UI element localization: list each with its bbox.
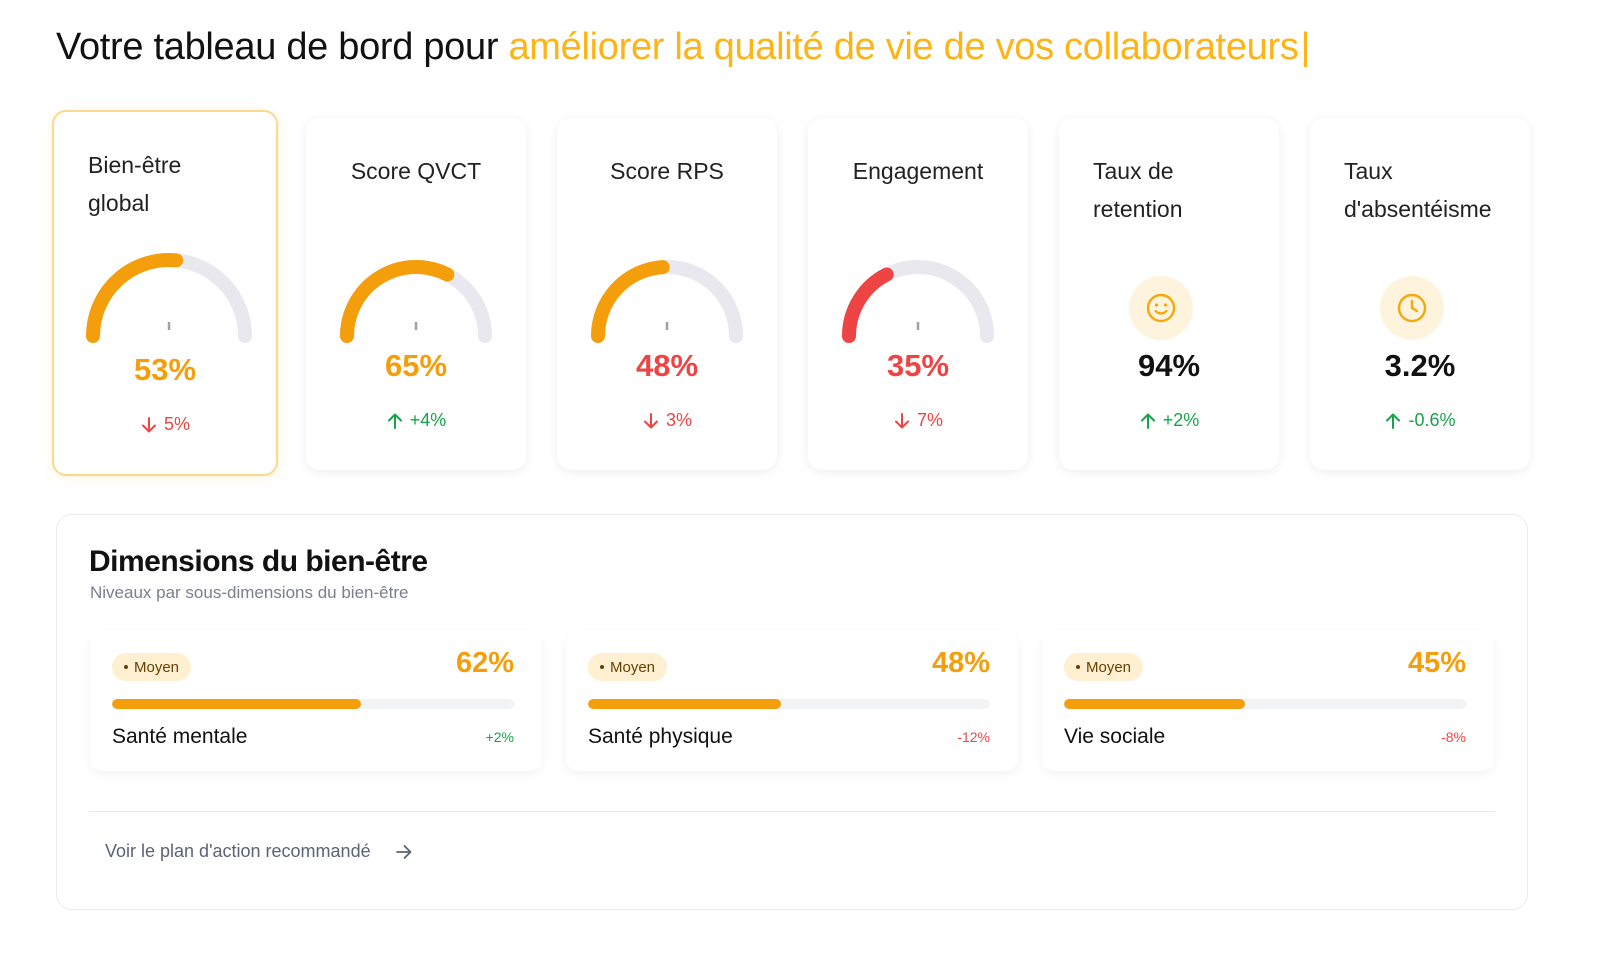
badge-dot <box>600 665 604 669</box>
progress-fill <box>112 699 362 709</box>
kpi-delta-value: +2% <box>1162 410 1200 430</box>
divider <box>89 811 1495 812</box>
progress-track <box>112 699 514 709</box>
kpi-value: 3.2% <box>1384 348 1456 383</box>
clock-icon <box>1397 293 1427 323</box>
kpi-card-engagement[interactable]: Engagement 35% 7% <box>808 118 1028 470</box>
progress-fill <box>1064 699 1245 709</box>
panel-title: Dimensions du bien-être <box>89 545 428 578</box>
dimension-percent: 62% <box>455 647 514 679</box>
arrow-up-icon <box>1386 413 1401 429</box>
kpi-title: Taux de retention <box>1093 158 1183 222</box>
gauge-fill <box>340 260 455 343</box>
gauge-chart <box>340 260 492 343</box>
kpi-delta: 5% <box>54 414 276 435</box>
dimension-card-sante-mentale[interactable]: Moyen 62% Santé mentale +2% <box>90 631 542 771</box>
level-badge: Moyen <box>112 653 192 681</box>
progress-track <box>588 699 990 709</box>
gauge-fill <box>86 253 184 343</box>
title-highlight: améliorer la qualité de vie de vos colla… <box>508 26 1299 68</box>
kpi-delta-value: 5% <box>163 414 190 434</box>
title-prefix: Votre tableau de bord pour <box>56 26 509 68</box>
kpi-delta-value: 3% <box>665 410 692 430</box>
badge-label: Moyen <box>1086 658 1132 676</box>
kpi-card-taux-retention[interactable]: Taux de retention 94% +2% <box>1059 118 1279 470</box>
kpi-card-score-qvct[interactable]: Score QVCT 65% +4% <box>306 118 526 470</box>
arrow-right-icon <box>395 844 411 859</box>
smiley-icon <box>1146 293 1176 323</box>
kpi-delta-value: -0.6% <box>1408 410 1456 430</box>
badge-dot <box>124 665 128 669</box>
arrow-up-icon <box>387 413 402 429</box>
kpi-delta: 3% <box>557 410 777 431</box>
kpi-title: Engagement <box>852 158 984 184</box>
kpi-delta: -0.6% <box>1310 410 1530 431</box>
kpi-title: Bien-être global <box>88 152 182 216</box>
arrow-down-icon <box>894 412 909 428</box>
dimension-card-sante-physique[interactable]: Moyen 48% Santé physique -12% <box>566 631 1018 771</box>
arrow-down-icon <box>643 412 658 428</box>
smiley-icon-badge <box>1129 276 1193 340</box>
typing-caret: | <box>1300 26 1311 68</box>
level-badge: Moyen <box>1064 653 1144 681</box>
kpi-delta: 7% <box>808 410 1028 431</box>
kpi-card-bien-etre[interactable]: Bien-être global 53% 5% <box>52 110 278 476</box>
gauge-chart <box>591 260 743 343</box>
dimension-trend: -12% <box>957 729 990 745</box>
dimension-label: Santé mentale <box>112 725 248 748</box>
gauge-fill <box>591 260 670 343</box>
kpi-delta-value: 7% <box>916 410 943 430</box>
kpi-delta-value: +4% <box>409 410 447 430</box>
gauge-chart <box>86 253 252 343</box>
kpi-title: Score QVCT <box>350 158 482 184</box>
dimension-label: Santé physique <box>588 725 733 748</box>
dimension-percent: 48% <box>931 647 990 679</box>
badge-label: Moyen <box>610 658 656 676</box>
kpi-card-taux-absenteisme[interactable]: Taux d'absentéisme 3.2% -0.6% <box>1310 118 1530 470</box>
clock-icon-badge <box>1380 276 1444 340</box>
kpi-value: 35% <box>886 348 950 383</box>
dimension-card-vie-sociale[interactable]: Moyen 45% Vie sociale -8% <box>1042 631 1494 771</box>
progress-track <box>1064 699 1466 709</box>
kpi-value: 48% <box>635 348 699 383</box>
arrow-up-icon <box>1140 413 1155 429</box>
kpi-delta: +4% <box>306 410 526 431</box>
kpi-title: Taux d'absentéisme <box>1344 158 1492 222</box>
badge-dot <box>1076 665 1080 669</box>
kpi-delta: +2% <box>1059 410 1279 431</box>
dimension-label: Vie sociale <box>1064 725 1166 748</box>
level-badge: Moyen <box>588 653 668 681</box>
progress-fill <box>588 699 781 709</box>
badge-label: Moyen <box>134 658 180 676</box>
kpi-value: 65% <box>384 348 448 383</box>
kpi-card-score-rps[interactable]: Score RPS 48% 3% <box>557 118 777 470</box>
dimension-trend: +2% <box>485 729 514 745</box>
action-plan-label: Voir le plan d'action recommandé <box>105 841 371 861</box>
arrow-down-icon <box>141 416 156 432</box>
dimensions-panel: Dimensions du bien-être Niveaux par sous… <box>56 514 1528 910</box>
dimension-trend: -8% <box>1441 729 1466 745</box>
kpi-value: 94% <box>1137 348 1201 383</box>
panel-subtitle: Niveaux par sous-dimensions du bien-être <box>90 583 409 602</box>
gauge-fill <box>842 267 894 343</box>
action-plan-link[interactable]: Voir le plan d'action recommandé <box>105 841 413 862</box>
kpi-value: 53% <box>133 352 197 387</box>
page-title: Votre tableau de bord pour améliorer la … <box>56 26 1310 69</box>
kpi-title: Score RPS <box>610 158 724 184</box>
dimension-percent: 45% <box>1407 647 1466 679</box>
gauge-chart <box>842 260 994 343</box>
